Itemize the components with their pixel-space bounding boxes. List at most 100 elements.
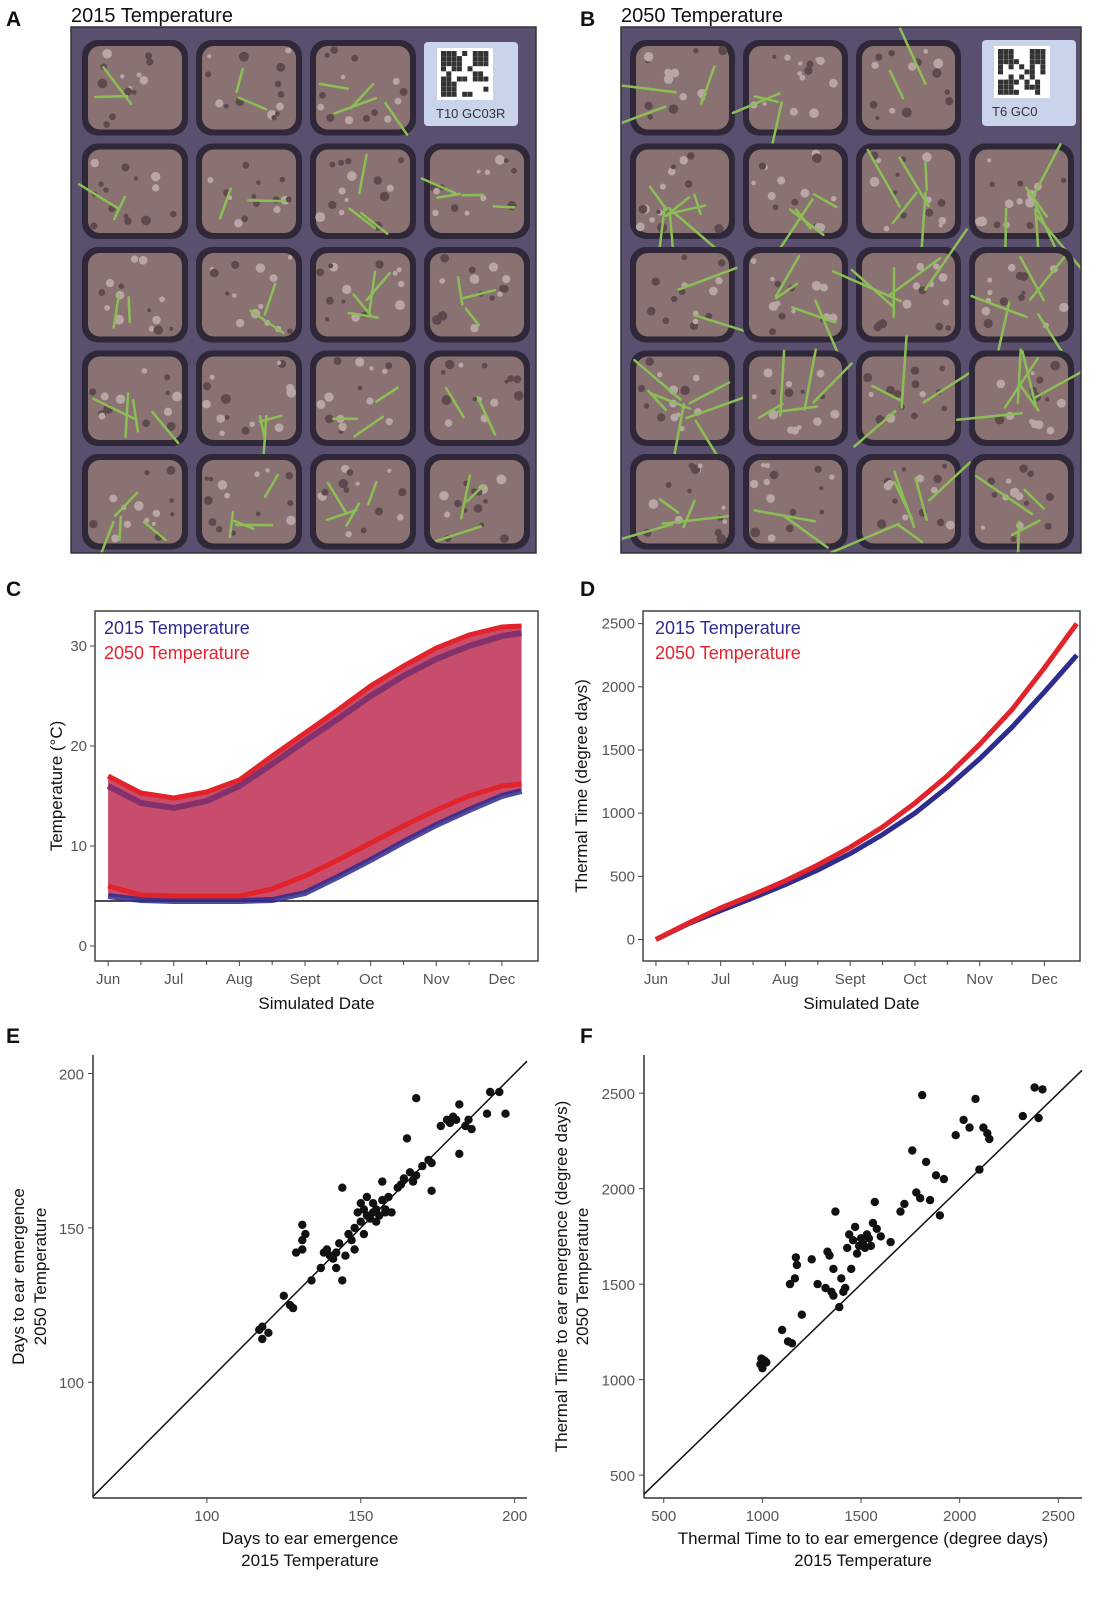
soil-grain: [146, 58, 154, 66]
data-point: [813, 1279, 822, 1289]
data-point: [301, 1229, 310, 1239]
soil-grain: [819, 509, 825, 515]
y-tick-label: 100: [59, 1375, 84, 1392]
x-tick-label: Jul: [711, 971, 730, 988]
soil: [975, 460, 1068, 544]
soil-grain: [342, 284, 352, 295]
qr-module: [446, 51, 452, 56]
qr-module: [1008, 64, 1014, 70]
leaf: [367, 480, 378, 506]
soil-grain: [829, 474, 835, 480]
soil-grain: [1059, 302, 1069, 313]
panel-letter-c: C: [6, 578, 21, 601]
soil-grain: [819, 486, 824, 491]
soil-grain: [1018, 294, 1025, 302]
soil-grain: [326, 113, 335, 122]
qr-module: [1003, 59, 1009, 65]
soil-grain: [225, 291, 230, 296]
soil-grain: [333, 356, 342, 366]
soil-grain: [888, 49, 895, 57]
soil-grain: [941, 405, 948, 412]
leaf: [866, 148, 901, 208]
y-tick-label: 2500: [602, 616, 635, 633]
soil-grain: [269, 274, 278, 283]
soil-grain: [1004, 199, 1014, 209]
data-point: [843, 1243, 852, 1253]
soil-grain: [148, 325, 155, 332]
soil-grain: [648, 499, 659, 509]
leaf: [349, 82, 375, 110]
leaf: [347, 311, 379, 319]
soil-grain: [871, 61, 879, 70]
leaf: [228, 510, 235, 539]
soil: [88, 149, 182, 233]
qr-module: [446, 86, 452, 92]
soil-grain: [763, 478, 771, 486]
soil-grain: [344, 197, 349, 203]
qr-module: [1008, 59, 1014, 65]
data-point: [792, 1260, 802, 1270]
soil-grain: [207, 54, 212, 59]
soil-grain: [751, 180, 756, 186]
soil-grain: [98, 289, 106, 296]
leaf: [812, 193, 838, 209]
leaf: [113, 491, 139, 517]
soil-grain: [663, 74, 674, 84]
x-tick-label: 150: [348, 1508, 373, 1525]
y-axis-title: Days to ear emergence: [9, 1188, 28, 1365]
x-tick-label: 2500: [1042, 1508, 1075, 1525]
data-point: [762, 1358, 771, 1367]
soil-grain: [647, 114, 654, 120]
qr-module: [483, 86, 489, 92]
soil-grain: [215, 526, 223, 533]
soil-grain: [224, 415, 230, 420]
temperature-range-ribbon: [108, 626, 522, 901]
leaf: [914, 477, 929, 522]
soil-grain: [338, 187, 346, 195]
leaf: [1033, 370, 1081, 399]
x-axis-title: Simulated Date: [258, 994, 374, 1013]
data-point: [985, 1134, 994, 1144]
qr-module: [472, 51, 478, 56]
soil-grain: [444, 419, 453, 427]
soil-grain: [791, 198, 799, 206]
data-point: [264, 1328, 273, 1338]
leaf: [633, 358, 682, 401]
soil-grain: [939, 365, 946, 372]
soil-grain: [679, 92, 687, 101]
soil-grain: [152, 315, 161, 325]
soil-grain: [901, 466, 907, 472]
soil-grain: [488, 262, 499, 272]
leaf: [436, 192, 461, 199]
leaf: [685, 394, 751, 420]
data-point: [298, 1220, 307, 1230]
data-point: [378, 1195, 387, 1205]
y-tick-label: 500: [610, 1468, 635, 1485]
soil-grain: [241, 215, 249, 223]
soil-grain: [483, 498, 488, 504]
legend-2015: 2015 Temperature: [655, 618, 801, 638]
soil-grain: [396, 513, 404, 521]
data-point: [350, 1223, 359, 1233]
soil-grain: [100, 392, 109, 401]
x-axis-title: Simulated Date: [803, 994, 919, 1013]
qr-module: [1035, 54, 1041, 60]
soil-grain: [875, 53, 883, 61]
soil-grain: [815, 57, 820, 62]
soil-grain: [916, 474, 925, 483]
soil-grain: [883, 225, 890, 232]
soil-grain: [142, 419, 150, 428]
plot-frame: [94, 610, 539, 962]
leaf: [871, 384, 901, 402]
qr-module: [462, 91, 468, 97]
soil-grain: [908, 62, 917, 71]
soil-grain: [772, 54, 777, 59]
soil-grain: [1027, 470, 1035, 478]
soil-grain: [1034, 420, 1044, 430]
soil-grain: [885, 385, 895, 395]
soil-grain: [90, 222, 98, 230]
soil-grain: [638, 204, 648, 214]
leaf: [922, 368, 977, 404]
leaf: [263, 473, 279, 498]
